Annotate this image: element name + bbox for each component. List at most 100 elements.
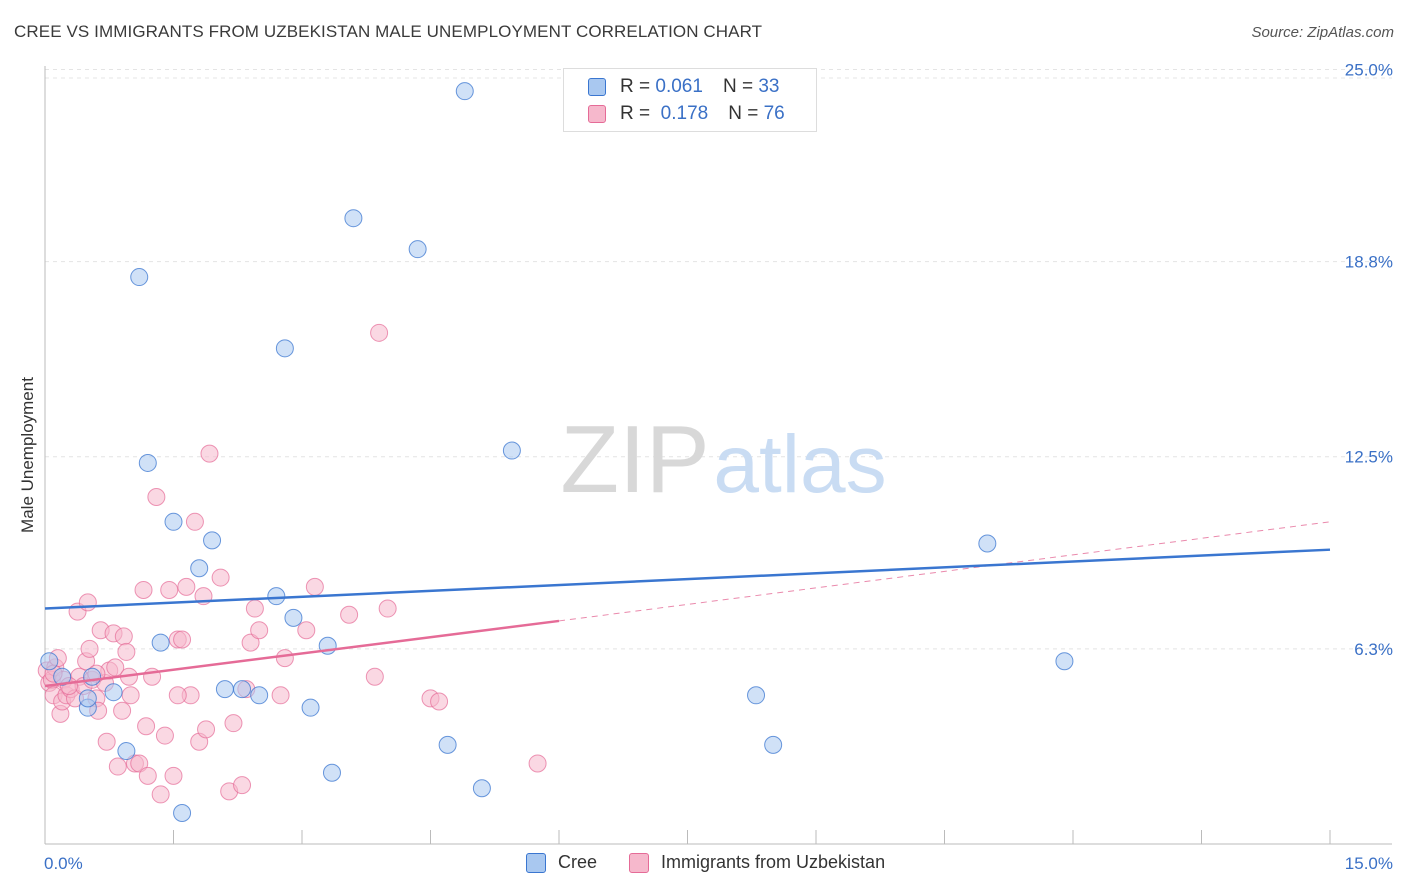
uzbekistan-point [114,627,133,646]
uzbekistan-point [160,580,179,599]
y-tick-label: 18.8% [1345,253,1393,272]
uzbekistan-point [224,714,243,733]
uzbekistan-point [185,512,204,531]
cree-point [764,735,783,754]
cree-point [250,686,269,705]
legend-r-value: 0.061 [655,76,703,97]
uzbekistan-point [197,720,216,739]
uzbekistan-point [241,633,260,652]
watermark-zip: ZIP [560,406,709,513]
uzbekistan-point [151,785,170,804]
cree-point [1055,652,1074,671]
legend-item-uzbekistan[interactable]: Immigrants from Uzbekistan [629,852,885,873]
uzbekistan-point [147,488,166,507]
uzbekistan-point [177,577,196,596]
legend-r-label: R = [620,76,651,97]
trend-lines [44,521,1331,688]
uzbekistan-point [121,686,140,705]
uzbekistan-point [168,686,187,705]
uzbekistan-point [137,717,156,736]
cree-point [138,453,157,472]
cree-point [747,686,766,705]
uzbekistan-point [430,692,449,711]
uzbekistan-point [200,444,219,463]
uzbekistan-point [271,686,290,705]
y-tick-label: 12.5% [1345,448,1393,467]
cree-point [438,735,457,754]
uzbekistan-point [97,732,116,751]
x-tick-label-max: 15.0% [1345,854,1393,873]
uzbekistan-swatch [588,105,606,123]
uzbekistan-point [155,726,174,745]
uzbekistan-point [138,766,157,785]
chart-title: CREE VS IMMIGRANTS FROM UZBEKISTAN MALE … [14,22,763,41]
legend-r-value: 0.178 [660,103,709,124]
uzbekistan-point [113,701,132,720]
cree-point [83,667,102,686]
uzbekistan-trend-extension [558,521,1331,622]
watermark-atlas: atlas [713,419,886,510]
uzbekistan-point [275,649,294,668]
cree-point [267,587,286,606]
uzbekistan-swatch [629,852,650,873]
uzbekistan-point [164,766,183,785]
legend-label-cree: Cree [558,852,598,872]
cree-point [344,209,363,228]
cree-point [275,339,294,358]
uzbekistan-points [37,323,547,804]
legend-n-label: N = [722,76,754,97]
cree-point [130,268,149,287]
legend-n-value: 33 [758,76,780,97]
correlation-legend: R = 0.061 N = 33 R = 0.178 N = 76 [563,68,817,132]
cree-point [233,680,252,699]
cree-point [455,82,474,101]
uzbekistan-point [130,754,149,773]
legend-row-cree: R = 0.061 N = 33 [588,76,779,98]
cree-point [978,534,997,553]
uzbekistan-point [108,757,127,776]
watermark: ZIP atlas [560,406,886,513]
cree-point [203,531,222,550]
cree-point [53,667,72,686]
legend-item-cree[interactable]: Cree [526,852,597,873]
uzbekistan-point [80,639,99,658]
legend-row-uzbekistan: R = 0.178 N = 76 [588,103,785,125]
uzbekistan-point [365,667,384,686]
cree-point [151,633,170,652]
cree-point [40,652,59,671]
uzbekistan-point [297,621,316,640]
uzbekistan-point [117,642,136,661]
cree-point [104,683,123,702]
cree-point [284,608,303,627]
x-tick-label-min: 0.0% [44,854,83,873]
cree-swatch [588,78,606,96]
legend-r-label: R = [620,103,651,124]
cree-point [408,240,427,259]
cree-point [322,763,341,782]
y-tick-label: 6.3% [1354,640,1393,659]
cree-points [40,82,1074,823]
y-tick-label: 25.0% [1345,60,1393,79]
uzbekistan-point [173,630,192,649]
cree-point [190,559,209,578]
uzbekistan-point [134,580,153,599]
axes [44,66,1392,845]
cree-trend-line [44,548,1331,610]
uzbekistan-point [211,568,230,587]
uzbekistan-point [78,593,97,612]
series-legend: Cree Immigrants from Uzbekistan [526,852,917,873]
uzbekistan-point [250,621,269,640]
uzbekistan-point [233,776,252,795]
uzbekistan-point [305,577,324,596]
cree-point [215,680,234,699]
legend-label-uzbekistan: Immigrants from Uzbekistan [661,852,886,872]
uzbekistan-trend-line [44,619,560,688]
uzbekistan-point [340,605,359,624]
cree-point [117,742,136,761]
cree-point [164,512,183,531]
cree-point [78,689,97,708]
tick-labels: 6.3% 12.5% 18.8% 25.0% 0.0% 15.0% [44,60,1393,873]
uzbekistan-point [245,599,264,618]
uzbekistan-point [370,323,389,342]
